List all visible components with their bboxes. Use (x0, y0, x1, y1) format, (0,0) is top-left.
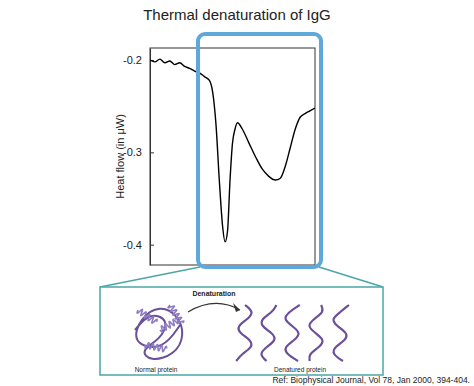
denatured-strand (334, 305, 349, 361)
connector (100, 267, 200, 287)
y-tick-label: -0.2 (123, 54, 142, 66)
y-tick-mark (150, 152, 154, 153)
protein-illustration (135, 303, 349, 361)
chart: Thermal denaturation of IgG -0.4 -0.3 -0.2 H… (0, 0, 474, 386)
arrow-head (233, 303, 240, 312)
y-axis-title: Heat flow (in μW) (114, 114, 126, 199)
helix (145, 343, 167, 352)
highlight-box (198, 34, 321, 267)
annotation: Denaturation (192, 290, 235, 297)
annotation: Normal protein (135, 366, 178, 374)
series (150, 59, 315, 242)
y-tick-label: -0.4 (123, 239, 142, 251)
data-line (150, 59, 315, 242)
helix (168, 305, 184, 323)
y-tick: -0.4 (123, 239, 154, 251)
plot-frame (150, 48, 315, 265)
annotation: Denatured protein (274, 366, 326, 374)
title: Thermal denaturation of IgG (143, 6, 331, 23)
denatured-strand (286, 305, 300, 361)
arrow (188, 303, 240, 312)
helix (137, 309, 157, 323)
reference: Ref: Biophysical Journal, Vol 78, Jan 20… (272, 375, 470, 385)
connector (319, 267, 383, 287)
denatured-strand (261, 305, 276, 361)
inset-box (100, 287, 383, 375)
y-axis-line (150, 49, 151, 266)
y-tick-mark (150, 245, 154, 246)
denatured-strand (236, 305, 251, 361)
normal-protein (135, 309, 182, 359)
denatured-strand (309, 305, 322, 361)
y-tick: -0.2 (123, 54, 154, 66)
y-tick: -0.3 (123, 146, 154, 158)
y-axis: -0.4 -0.3 -0.2 (123, 49, 154, 266)
